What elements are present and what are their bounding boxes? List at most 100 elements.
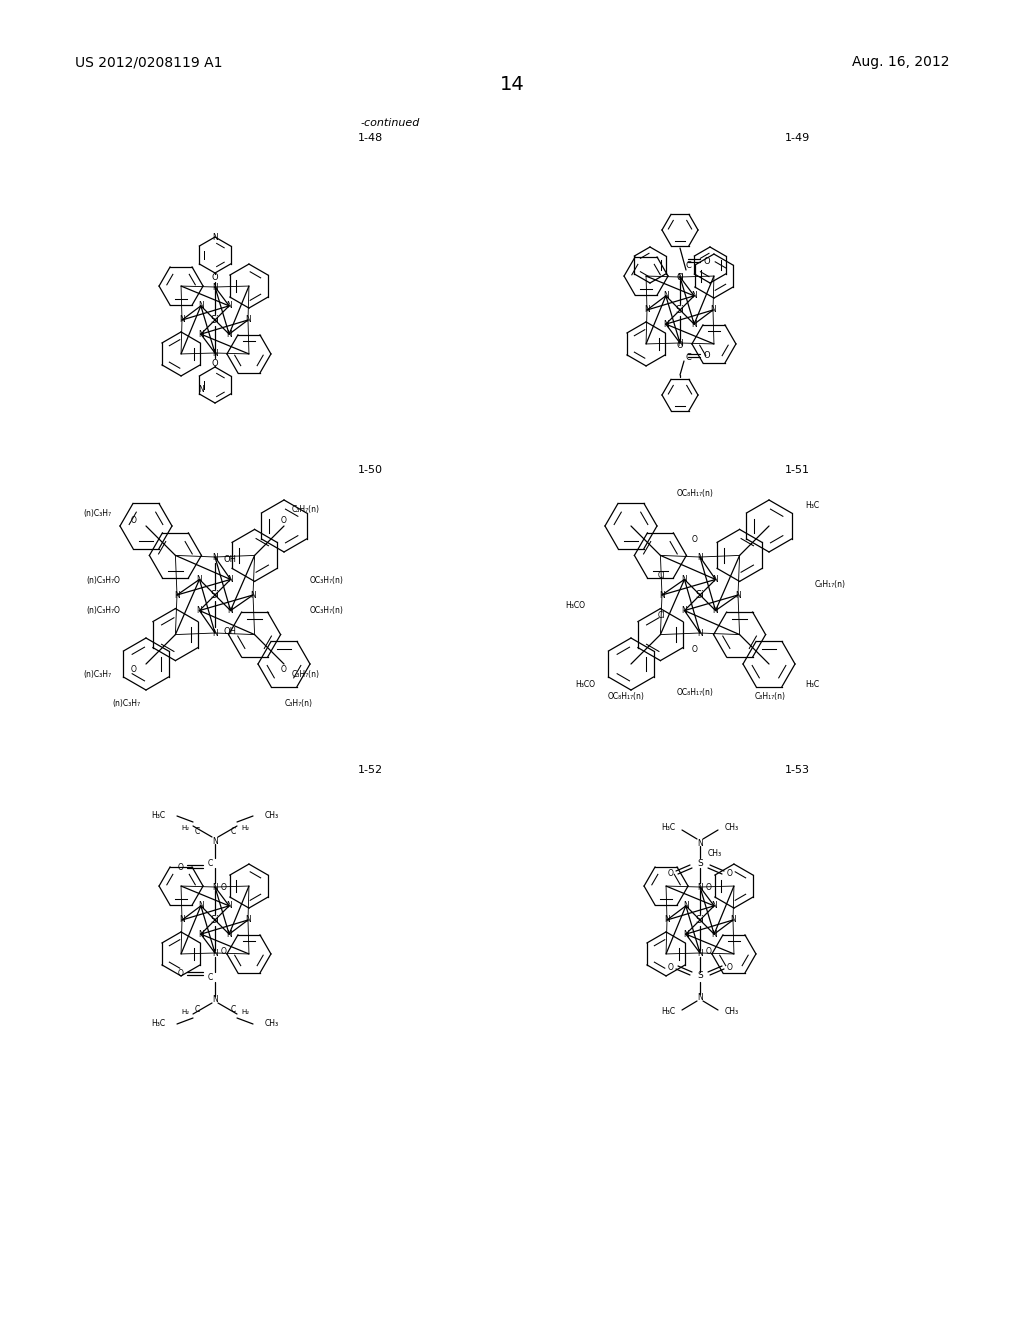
- Text: CH₃: CH₃: [708, 849, 722, 858]
- Text: N: N: [665, 916, 670, 924]
- Text: N: N: [179, 916, 185, 924]
- Text: 1-51: 1-51: [785, 465, 810, 475]
- Text: O: O: [727, 869, 733, 878]
- Text: N: N: [730, 916, 736, 924]
- Text: (n)C₃H₇O: (n)C₃H₇O: [86, 576, 120, 585]
- Text: N: N: [677, 338, 683, 347]
- Text: US 2012/0208119 A1: US 2012/0208119 A1: [75, 55, 222, 69]
- Text: O: O: [667, 869, 673, 878]
- Text: (n)C₃H₇: (n)C₃H₇: [112, 700, 140, 708]
- Text: O: O: [667, 962, 673, 972]
- Text: C: C: [230, 826, 236, 836]
- Text: Aug. 16, 2012: Aug. 16, 2012: [853, 55, 950, 69]
- Text: CH₃: CH₃: [265, 1019, 280, 1028]
- Text: N: N: [713, 576, 719, 583]
- Text: H₃C: H₃C: [660, 1007, 675, 1016]
- Text: O: O: [692, 645, 698, 655]
- Text: H₃C: H₃C: [151, 812, 165, 821]
- Text: O: O: [178, 969, 184, 978]
- Text: O: O: [212, 272, 218, 281]
- Text: N: N: [697, 628, 702, 638]
- Text: OC₃H₇(n): OC₃H₇(n): [310, 606, 344, 615]
- Text: N: N: [198, 929, 204, 939]
- Text: N: N: [226, 330, 232, 339]
- Text: 1-50: 1-50: [357, 465, 383, 475]
- Text: N: N: [691, 319, 697, 329]
- Text: O: O: [703, 351, 710, 359]
- Text: O: O: [281, 516, 287, 525]
- Text: C: C: [195, 1005, 200, 1014]
- Text: N: N: [683, 902, 689, 911]
- Text: O: O: [692, 536, 698, 544]
- Text: N: N: [212, 282, 218, 292]
- Text: OC₈H₁₇(n): OC₈H₁₇(n): [677, 688, 714, 697]
- Text: N: N: [212, 628, 218, 638]
- Text: N: N: [212, 553, 218, 561]
- Text: 1-52: 1-52: [357, 766, 383, 775]
- Text: N: N: [212, 949, 218, 957]
- Text: Si: Si: [695, 590, 705, 601]
- Text: Cl: Cl: [657, 610, 665, 619]
- Text: O: O: [677, 341, 683, 350]
- Text: C: C: [685, 352, 691, 362]
- Text: N: N: [198, 385, 204, 395]
- Text: N: N: [212, 837, 218, 846]
- Text: O: O: [178, 862, 184, 871]
- Text: N: N: [697, 949, 702, 957]
- Text: N: N: [212, 234, 218, 243]
- Text: N: N: [197, 576, 203, 583]
- Text: H₃C: H₃C: [151, 1019, 165, 1028]
- Text: OC₈H₁₇(n): OC₈H₁₇(n): [608, 692, 645, 701]
- Text: C: C: [685, 260, 691, 269]
- Text: OH: OH: [223, 627, 236, 635]
- Text: O: O: [221, 948, 227, 957]
- Text: N: N: [697, 553, 702, 561]
- Text: (n)C₃H₇: (n)C₃H₇: [83, 510, 111, 519]
- Text: N: N: [713, 606, 719, 615]
- Text: OC₃H₇(n): OC₃H₇(n): [310, 576, 344, 585]
- Text: N: N: [212, 994, 218, 1003]
- Text: N: N: [227, 606, 233, 615]
- Text: N: N: [174, 590, 180, 599]
- Text: H₃CO: H₃CO: [565, 601, 585, 610]
- Text: O: O: [706, 948, 712, 957]
- Text: N: N: [683, 929, 689, 939]
- Text: H₂: H₂: [181, 825, 189, 832]
- Text: N: N: [677, 272, 683, 281]
- Text: N: N: [245, 315, 251, 325]
- Text: H₃CO: H₃CO: [575, 680, 595, 689]
- Text: N: N: [663, 292, 669, 301]
- Text: S: S: [697, 859, 702, 869]
- Text: 1-49: 1-49: [784, 133, 810, 143]
- Text: O: O: [131, 664, 137, 673]
- Text: H₂: H₂: [241, 825, 249, 832]
- Text: N: N: [691, 292, 697, 301]
- Text: C₈H₁₇(n): C₈H₁₇(n): [815, 581, 846, 590]
- Text: N: N: [697, 838, 702, 847]
- Text: N: N: [227, 576, 233, 583]
- Text: O: O: [703, 256, 710, 265]
- Text: S: S: [697, 972, 702, 981]
- Text: N: N: [697, 993, 702, 1002]
- Text: H₂: H₂: [181, 1008, 189, 1015]
- Text: 1-53: 1-53: [785, 766, 810, 775]
- Text: N: N: [197, 606, 203, 615]
- Text: N: N: [735, 590, 741, 599]
- Text: N: N: [663, 319, 669, 329]
- Text: N: N: [179, 315, 185, 325]
- Text: O: O: [706, 883, 712, 892]
- Text: C₃H₇(n): C₃H₇(n): [292, 669, 321, 678]
- Text: N: N: [712, 902, 717, 911]
- Text: O: O: [221, 883, 227, 892]
- Text: N: N: [659, 590, 665, 599]
- Text: N: N: [212, 348, 218, 358]
- Text: C: C: [230, 1005, 236, 1014]
- Text: Si: Si: [676, 305, 684, 315]
- Text: CH₃: CH₃: [725, 1007, 739, 1016]
- Text: H₃C: H₃C: [805, 680, 819, 689]
- Text: N: N: [226, 929, 232, 939]
- Text: Si: Si: [211, 590, 219, 601]
- Text: CH₃: CH₃: [725, 824, 739, 833]
- Text: -continued: -continued: [360, 117, 420, 128]
- Text: O: O: [727, 962, 733, 972]
